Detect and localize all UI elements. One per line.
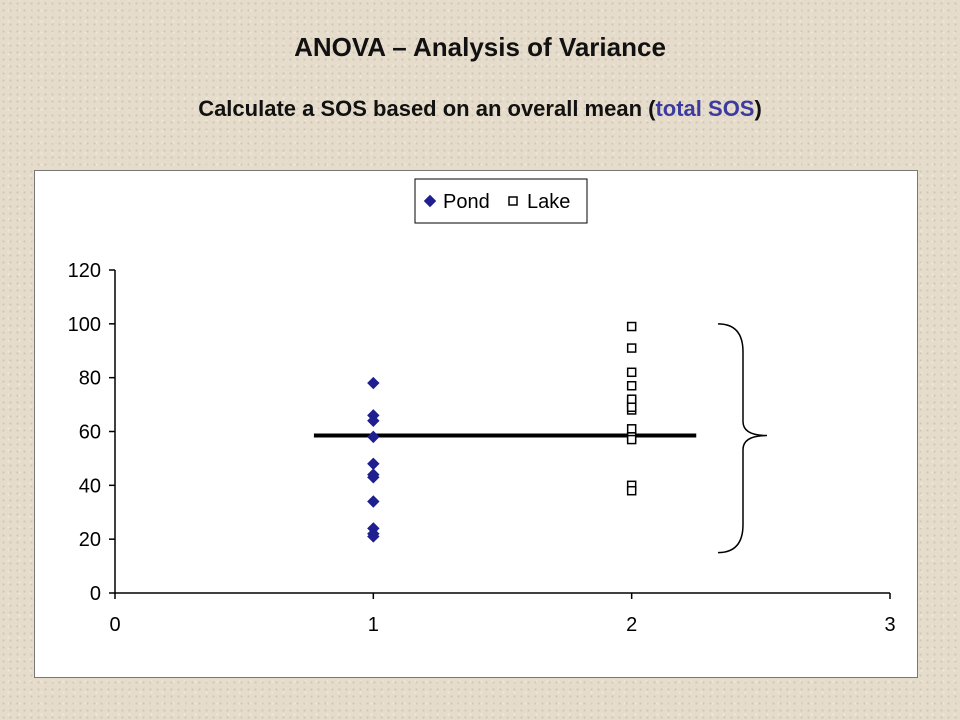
legend-lake-label: Lake — [527, 191, 570, 213]
x-tick-label: 1 — [368, 614, 379, 636]
lake-point — [626, 434, 637, 445]
legend-lake-marker — [508, 196, 518, 206]
pond-point — [367, 471, 380, 484]
lake-point — [626, 367, 637, 378]
lake-point — [626, 321, 637, 332]
chart-axes: 0 20 40 60 80 100 120 0 1 2 3 — [68, 260, 896, 636]
legend-pond-label: Pond — [443, 191, 490, 213]
total-sos-brace — [717, 323, 768, 554]
subtitle-main: Calculate a SOS based on an overall mean… — [198, 96, 656, 121]
pond-point — [367, 430, 380, 444]
subtitle-end: ) — [754, 96, 762, 121]
y-tick-label: 20 — [79, 529, 101, 551]
pond-point — [367, 495, 380, 508]
y-tick-label: 60 — [79, 422, 101, 444]
lake-point — [626, 380, 637, 391]
lake-point — [626, 424, 637, 434]
y-tick-label: 40 — [79, 475, 101, 497]
scatter-chart: 0 20 40 60 80 100 120 0 1 2 3 Pond Lake — [68, 178, 896, 636]
lake-point — [626, 394, 637, 404]
lake-point — [626, 402, 637, 413]
pond-point — [367, 530, 380, 543]
y-tick-label: 120 — [68, 260, 101, 282]
chart-points — [367, 321, 637, 543]
legend-pond-marker — [423, 194, 437, 208]
lake-point — [626, 485, 637, 496]
y-tick-label: 0 — [90, 583, 101, 605]
x-tick-label: 3 — [884, 614, 895, 636]
chart-frame: 0 20 40 60 80 100 120 0 1 2 3 Pond Lake — [34, 170, 918, 678]
legend-box — [414, 178, 588, 224]
lake-point — [626, 343, 637, 353]
bracket-layer — [717, 323, 768, 554]
pond-point — [367, 376, 380, 390]
slide-title: ANOVA – Analysis of Variance — [294, 32, 666, 62]
x-tick-label: 2 — [626, 614, 637, 636]
chart-legend: Pond Lake — [414, 178, 588, 224]
y-tick-label: 100 — [68, 314, 101, 336]
pond-point — [367, 414, 380, 427]
subtitle-accent: total SOS — [655, 96, 755, 121]
y-tick-label: 80 — [79, 368, 101, 390]
pond-point — [367, 457, 380, 471]
slide-subtitle: Calculate a SOS based on an overall mean… — [0, 96, 960, 122]
x-tick-label: 0 — [109, 614, 120, 636]
